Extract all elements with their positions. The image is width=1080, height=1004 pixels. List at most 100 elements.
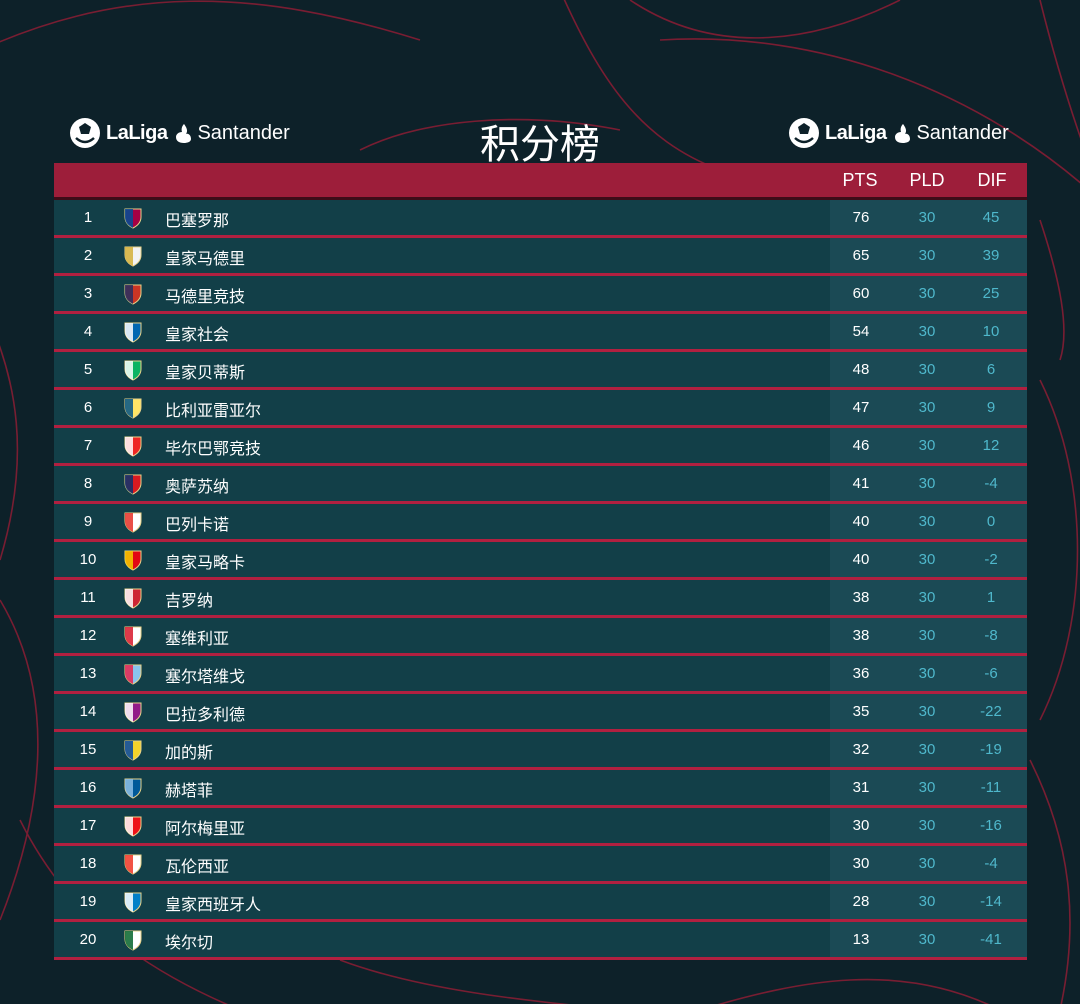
points-cell: 41 <box>852 475 870 492</box>
points-cell: 47 <box>852 399 870 416</box>
team-name: 毕尔巴鄂竞技 <box>165 439 262 458</box>
stats-cell-background <box>830 200 1027 235</box>
team-crest-icon <box>124 550 142 571</box>
points-cell: 35 <box>852 703 870 720</box>
team-crest-icon <box>124 208 142 229</box>
stats-cell-background <box>830 618 1027 653</box>
table-row: 1 巴塞罗那 76 30 45 <box>54 200 1027 238</box>
points-cell: 65 <box>852 247 870 264</box>
table-row: 9 巴列卡诺 40 30 0 <box>54 504 1027 542</box>
rank-cell: 12 <box>79 627 97 644</box>
team-name: 皇家社会 <box>165 325 230 344</box>
team-name: 瓦伦西亚 <box>165 857 230 876</box>
played-cell: 30 <box>918 475 936 492</box>
laliga-ball-icon <box>789 118 819 148</box>
goal-difference-cell: 39 <box>982 247 1000 264</box>
goal-difference-cell: -19 <box>980 741 1002 758</box>
standings-table: PTS PLD DIF 1 巴塞罗那 76 30 45 2 皇家马德里 65 30 39 3 马德里竞… <box>54 163 1027 960</box>
goal-difference-cell: 12 <box>982 437 1000 454</box>
played-cell: 30 <box>918 589 936 606</box>
stats-cell-background <box>830 922 1027 957</box>
table-row: 20 埃尔切 13 30 -41 <box>54 922 1027 960</box>
played-cell: 30 <box>918 513 936 530</box>
stats-cell-background <box>830 770 1027 805</box>
team-name: 马德里竞技 <box>165 287 246 306</box>
table-row: 11 吉罗纳 38 30 1 <box>54 580 1027 618</box>
points-cell: 28 <box>852 893 870 910</box>
rank-cell: 10 <box>79 551 97 568</box>
stats-cell-background <box>830 390 1027 425</box>
rank-cell: 17 <box>79 817 97 834</box>
team-name: 皇家西班牙人 <box>165 895 262 914</box>
goal-difference-cell: -11 <box>980 779 1002 796</box>
team-name: 皇家马德里 <box>165 249 246 268</box>
brand-word-laliga: LaLiga <box>825 121 887 144</box>
rank-cell: 2 <box>83 247 93 264</box>
rank-cell: 14 <box>79 703 97 720</box>
team-name: 奥萨苏纳 <box>165 477 230 496</box>
points-cell: 38 <box>852 627 870 644</box>
played-cell: 30 <box>918 741 936 758</box>
points-cell: 31 <box>852 779 870 796</box>
played-cell: 30 <box>918 627 936 644</box>
goal-difference-cell: -8 <box>984 627 998 644</box>
team-crest-icon <box>124 626 142 647</box>
table-row: 16 赫塔菲 31 30 -11 <box>54 770 1027 808</box>
stats-cell-background <box>830 276 1027 311</box>
page-title: 积分榜 <box>480 122 600 168</box>
table-row: 5 皇家贝蒂斯 48 30 6 <box>54 352 1027 390</box>
goal-difference-cell: 25 <box>982 285 1000 302</box>
points-cell: 32 <box>852 741 870 758</box>
points-cell: 54 <box>852 323 870 340</box>
laliga-ball-icon <box>70 118 100 148</box>
stats-cell-background <box>830 808 1027 843</box>
rank-cell: 7 <box>83 437 93 454</box>
table-row: 15 加的斯 32 30 -19 <box>54 732 1027 770</box>
table-row: 4 皇家社会 54 30 10 <box>54 314 1027 352</box>
rank-cell: 3 <box>83 285 93 302</box>
played-cell: 30 <box>918 285 936 302</box>
goal-difference-cell: -4 <box>984 855 998 872</box>
stats-cell-background <box>830 580 1027 615</box>
table-row: 6 比利亚雷亚尔 47 30 9 <box>54 390 1027 428</box>
team-crest-icon <box>124 246 142 267</box>
team-name: 比利亚雷亚尔 <box>165 401 262 420</box>
stats-cell-background <box>830 884 1027 919</box>
brand-word-laliga: LaLiga <box>106 121 168 144</box>
played-cell: 30 <box>918 665 936 682</box>
rank-cell: 20 <box>79 931 97 948</box>
santander-flame-icon <box>895 124 911 143</box>
stats-cell-background <box>830 732 1027 767</box>
table-row: 13 塞尔塔维戈 36 30 -6 <box>54 656 1027 694</box>
team-name: 巴塞罗那 <box>165 211 230 230</box>
goal-difference-cell: -14 <box>980 893 1002 910</box>
rank-cell: 5 <box>83 361 93 378</box>
team-crest-icon <box>124 512 142 533</box>
rank-cell: 19 <box>79 893 97 910</box>
played-cell: 30 <box>918 551 936 568</box>
team-crest-icon <box>124 664 142 685</box>
stats-cell-background <box>830 314 1027 349</box>
points-cell: 30 <box>852 817 870 834</box>
team-crest-icon <box>124 740 142 761</box>
team-crest-icon <box>124 474 142 495</box>
team-name: 巴列卡诺 <box>165 515 230 534</box>
points-cell: 40 <box>852 551 870 568</box>
column-header-pld: PLD <box>909 170 945 190</box>
rank-cell: 13 <box>79 665 97 682</box>
team-crest-icon <box>124 322 142 343</box>
played-cell: 30 <box>918 399 936 416</box>
team-name: 埃尔切 <box>165 933 214 952</box>
table-row: 3 马德里竞技 60 30 25 <box>54 276 1027 314</box>
team-crest-icon <box>124 892 142 913</box>
team-crest-icon <box>124 816 142 837</box>
team-name: 加的斯 <box>165 743 214 762</box>
points-cell: 48 <box>852 361 870 378</box>
team-name: 塞尔塔维戈 <box>165 667 246 686</box>
stats-cell-background <box>830 656 1027 691</box>
points-cell: 38 <box>852 589 870 606</box>
played-cell: 30 <box>918 361 936 378</box>
stats-cell-background <box>830 846 1027 881</box>
brand-word-santander: Santander <box>916 121 1009 144</box>
